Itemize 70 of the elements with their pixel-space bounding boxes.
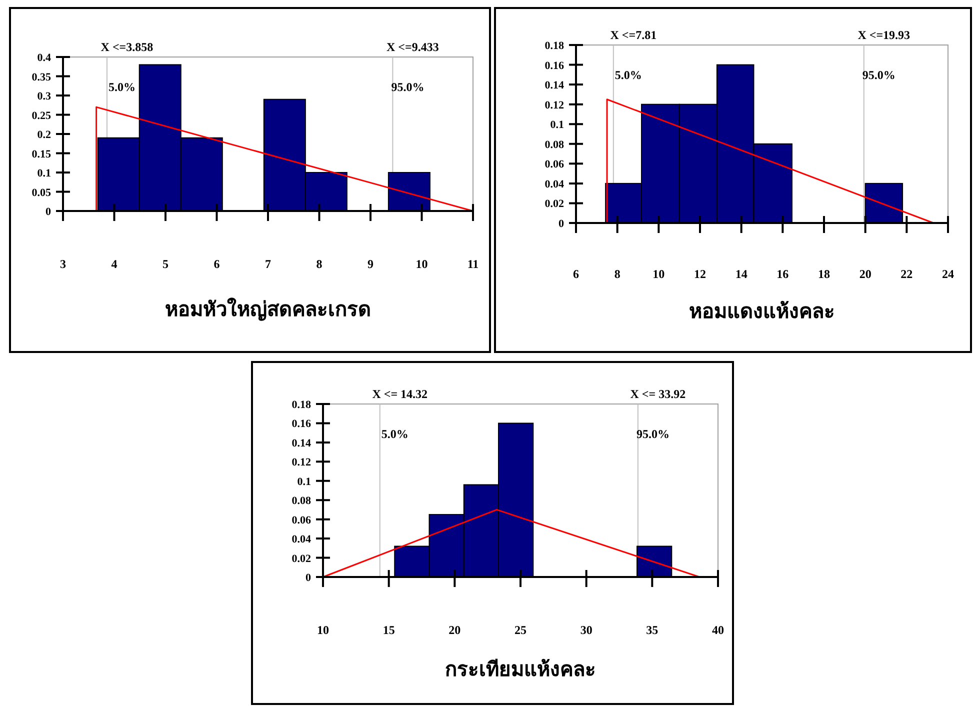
x-tick-label: 14 [735,267,748,281]
y-tick-label: 0.16 [544,60,564,72]
x-tick-label: 16 [776,267,789,281]
ref-line-label: X <= 33.92 [630,387,686,401]
x-tick-label: 6 [214,257,220,271]
y-tick-label: 0.12 [544,99,564,112]
x-tick-label: 24 [942,267,954,281]
x-tick-label: 10 [317,623,329,637]
x-tick-label: 7 [265,257,271,271]
y-tick-label: 0.08 [292,495,312,508]
y-tick-label: 0.02 [292,552,312,565]
y-tick-label: 0.35 [32,71,52,84]
ref-line-label: X <=19.93 [858,28,910,42]
x-tick-label: 15 [382,623,395,637]
x-tick-label: 30 [580,623,592,637]
x-tick-label: 5 [162,257,168,271]
x-tick-label: 4 [111,257,118,271]
ref-line-label: X <=7.81 [610,28,657,42]
y-tick-label: 0.3 [37,90,52,102]
x-tick-label: 12 [694,267,706,281]
y-tick-label: 0.1 [37,168,51,180]
y-tick-label: 0.1 [550,119,564,132]
annotation: 5.0% [108,80,136,94]
y-tick-label: 0.02 [544,198,564,210]
y-tick-label: 0.18 [544,40,564,52]
x-tick-label: 18 [818,267,830,281]
annotation: 95.0% [636,427,670,441]
y-tick-label: 0.1 [297,476,311,488]
y-tick-label: 0 [46,206,52,218]
x-tick-label: 10 [652,267,665,281]
y-tick-label: 0.25 [32,110,52,122]
x-tick-label: 11 [467,257,479,271]
annotation: 5.0% [614,68,642,82]
x-tick-label: 8 [614,267,620,281]
y-tick-label: 0.14 [292,437,312,450]
x-tick-label: 20 [448,623,461,637]
y-tick-label: 0.4 [37,52,52,64]
annotation: 5.0% [381,427,408,441]
x-tick-label: 20 [859,267,872,281]
ref-line-label: X <=3.858 [100,40,154,54]
x-tick-label: 9 [368,257,374,271]
y-tick-label: 0.05 [32,186,52,199]
y-tick-label: 0.14 [544,80,564,92]
annotation: 95.0% [391,80,424,94]
y-tick-label: 0.12 [292,456,312,469]
y-tick-label: 0.04 [544,178,564,190]
y-tick-label: 0.08 [544,138,564,151]
x-tick-label: 25 [514,623,526,637]
y-tick-label: 0.06 [544,158,564,171]
y-tick-label: 0.16 [292,418,312,430]
y-tick-label: 0.2 [37,129,52,141]
x-tick-label: 8 [316,257,322,271]
y-tick-label: 0.15 [32,148,52,160]
x-tick-label: 6 [573,267,579,281]
y-tick-label: 0.06 [292,514,312,526]
y-tick-label: 0 [558,218,564,230]
ref-line-label: X <= 14.32 [372,387,428,401]
x-tick-label: 3 [60,257,66,271]
x-axis-title: กระเทียมแห้งคละ [445,658,596,681]
x-axis-title: หอมแดงแห้งคละ [689,300,835,323]
y-tick-label: 0 [306,572,312,584]
x-tick-label: 35 [646,623,658,637]
y-tick-label: 0.18 [292,399,312,411]
x-axis-title: หอมหัวใหญ่สดคละเกรด [165,297,371,321]
x-tick-label: 40 [712,623,724,637]
y-tick-label: 0.04 [292,534,312,546]
ref-line-label: X <=9.433 [386,40,439,54]
x-tick-label: 10 [416,257,428,271]
x-tick-label: 22 [900,267,913,281]
annotation: 95.0% [862,68,896,82]
